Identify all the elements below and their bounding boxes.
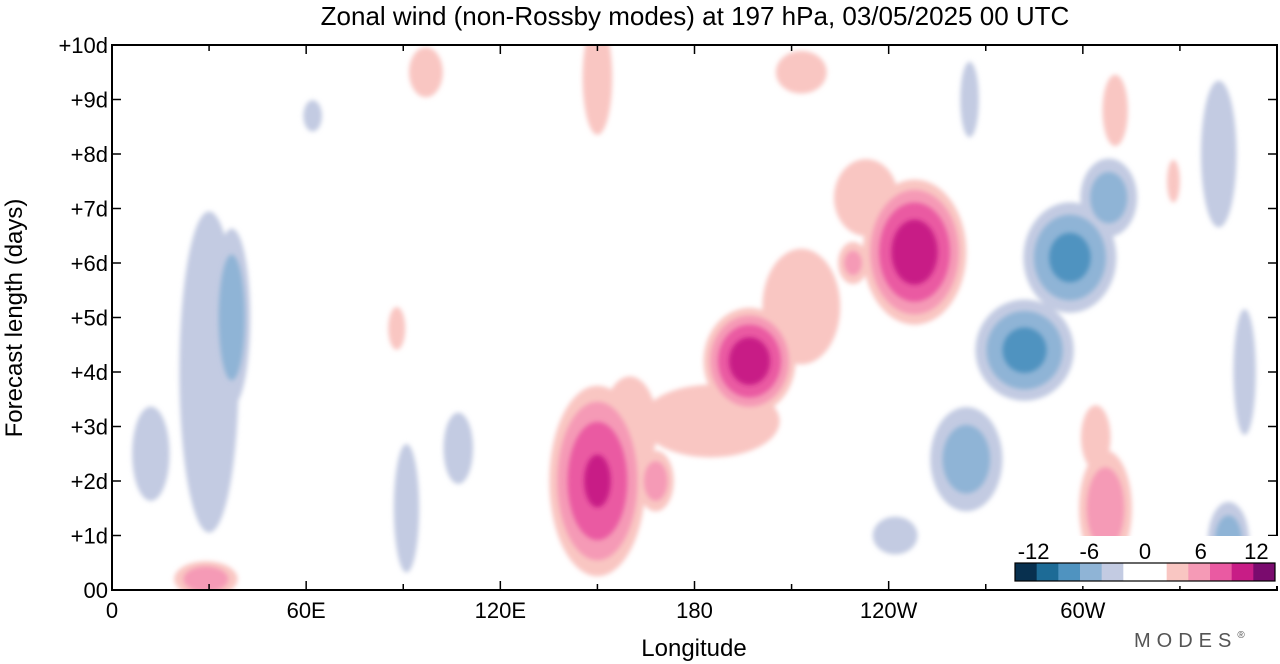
westerly-contour-level-4 [891, 219, 938, 285]
chart-title: Zonal wind (non-Rossby modes) at 197 hPa… [321, 1, 1070, 31]
y-tick-label: +4d [71, 360, 108, 385]
easterly-contour-level-1 [872, 516, 918, 555]
colorbar-swatch [1036, 563, 1059, 581]
modes-logo: MODES® [1134, 630, 1245, 652]
y-tick-label: +3d [71, 415, 108, 440]
westerly-contour-level-1 [775, 50, 827, 94]
colorbar-swatch [1166, 563, 1189, 581]
colorbar-swatch [1080, 563, 1103, 581]
westerly-contour-level-1 [1080, 405, 1111, 470]
x-tick-label: 60E [287, 598, 326, 623]
easterly-contour-level-3 [1049, 232, 1091, 283]
axes: 0 60E 120E 180 120W 60W 00 +1d +2d +3d +4d +5d +6d +7… [58, 33, 1278, 623]
westerly-contour-level-1 [1102, 74, 1128, 147]
x-axis-label: Longitude [641, 635, 746, 662]
y-tick-label: 00 [84, 578, 108, 603]
westerly-contour-level-1 [582, 45, 613, 135]
easterly-contour-level-2 [1090, 172, 1128, 224]
westerly-contour-level-1 [388, 307, 406, 350]
westerly-contour-level-2 [844, 250, 862, 276]
easterly-contour-level-1 [303, 100, 322, 132]
x-tick-label: 120W [860, 598, 918, 623]
colorbar-swatch [1123, 563, 1146, 581]
colorbar-swatch [1231, 563, 1254, 581]
colorbar-swatch [1188, 563, 1211, 581]
colorbar-swatch [1058, 563, 1081, 581]
x-tick-label: 0 [106, 598, 118, 623]
logo-mark: ® [1237, 630, 1245, 641]
westerly-contour-level-2 [643, 461, 668, 501]
easterly-contour-level-2 [942, 425, 991, 494]
y-tick-label: +6d [71, 251, 108, 276]
y-tick-label: +7d [71, 197, 108, 222]
easterly-contour-level-3 [1002, 327, 1047, 373]
colorbar-swatch [1101, 563, 1124, 581]
westerly-contour-level-2 [183, 566, 229, 590]
westerly-contour-level-4 [584, 454, 611, 508]
y-axis-label: Forecast length (days) [1, 199, 28, 438]
colorbar-label: -12 [1018, 539, 1050, 564]
y-tick-label: +9d [71, 88, 108, 113]
easterly-contour-level-1 [960, 61, 979, 138]
easterly-contour-level-1 [1200, 80, 1237, 228]
plot-area [132, 45, 1256, 590]
logo-text: MODES [1134, 630, 1237, 652]
x-tick-label: 180 [676, 598, 713, 623]
colorbar-swatch [1015, 563, 1038, 581]
x-tick-label: 60W [1060, 598, 1105, 623]
colorbar-swatch [1210, 563, 1233, 581]
colorbar-label: 12 [1244, 539, 1268, 564]
contour-field [132, 45, 1256, 590]
westerly-contour-level-4 [728, 337, 771, 385]
y-tick-label: +8d [71, 142, 108, 167]
y-tick-label: +5d [71, 306, 108, 331]
colorbar-swatch [1253, 563, 1276, 581]
easterly-contour-level-1 [132, 406, 170, 501]
y-tick-label: +2d [71, 469, 108, 494]
colorbar-label: 6 [1195, 539, 1207, 564]
easterly-contour-level-2 [218, 254, 245, 381]
colorbar-frame [1014, 562, 1276, 582]
easterly-contour-level-1 [443, 412, 474, 484]
colorbar: -12 -6 0 6 12 [1007, 536, 1279, 586]
x-tick-label: 120E [475, 598, 526, 623]
westerly-contour-level-1 [409, 47, 443, 98]
y-tick-label: +10d [58, 33, 108, 58]
colorbar-swatch [1145, 563, 1168, 581]
westerly-contour-level-1 [1167, 159, 1180, 203]
easterly-contour-level-1 [393, 444, 420, 573]
westerly-contour-level-2 [1086, 467, 1125, 550]
colorbar-label: -6 [1080, 539, 1100, 564]
easterly-contour-level-1 [1233, 309, 1256, 435]
colorbar-label: 0 [1139, 539, 1151, 564]
y-tick-label: +1d [71, 524, 108, 549]
